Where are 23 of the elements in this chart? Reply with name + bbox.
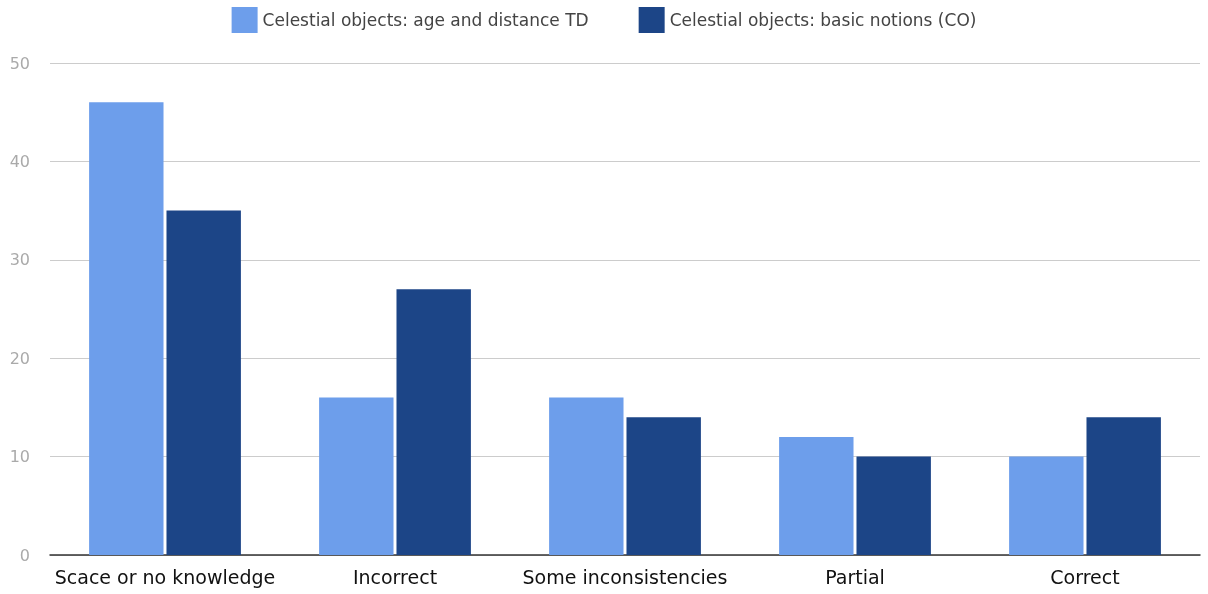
- y-tick-label: 30: [9, 250, 30, 270]
- y-tick-label: 10: [9, 447, 30, 467]
- bar: [1086, 417, 1161, 555]
- x-tick-label: Incorrect: [352, 565, 438, 588]
- x-tick-label: Some inconsistencies: [522, 565, 728, 588]
- x-tick-label: Correct: [1050, 565, 1120, 588]
- x-tick-label: Partial: [825, 565, 885, 588]
- legend-label: Celestial objects: basic notions (CO): [669, 10, 977, 30]
- bar: [319, 397, 394, 555]
- bar: [626, 417, 701, 555]
- bar: [396, 289, 471, 555]
- x-tick-label: Scace or no knowledge: [54, 565, 276, 588]
- y-tick-label: 0: [19, 545, 30, 565]
- bar: [166, 210, 241, 555]
- y-tick-label: 20: [9, 348, 30, 368]
- y-tick-label: 40: [9, 151, 30, 171]
- bar: [1009, 456, 1084, 555]
- legend-label: Celestial objects: age and distance TD: [262, 10, 589, 30]
- bar: [856, 456, 931, 555]
- y-tick-label: 50: [9, 53, 30, 73]
- bar: [549, 397, 624, 555]
- bar: [779, 436, 854, 555]
- bar: [89, 102, 164, 555]
